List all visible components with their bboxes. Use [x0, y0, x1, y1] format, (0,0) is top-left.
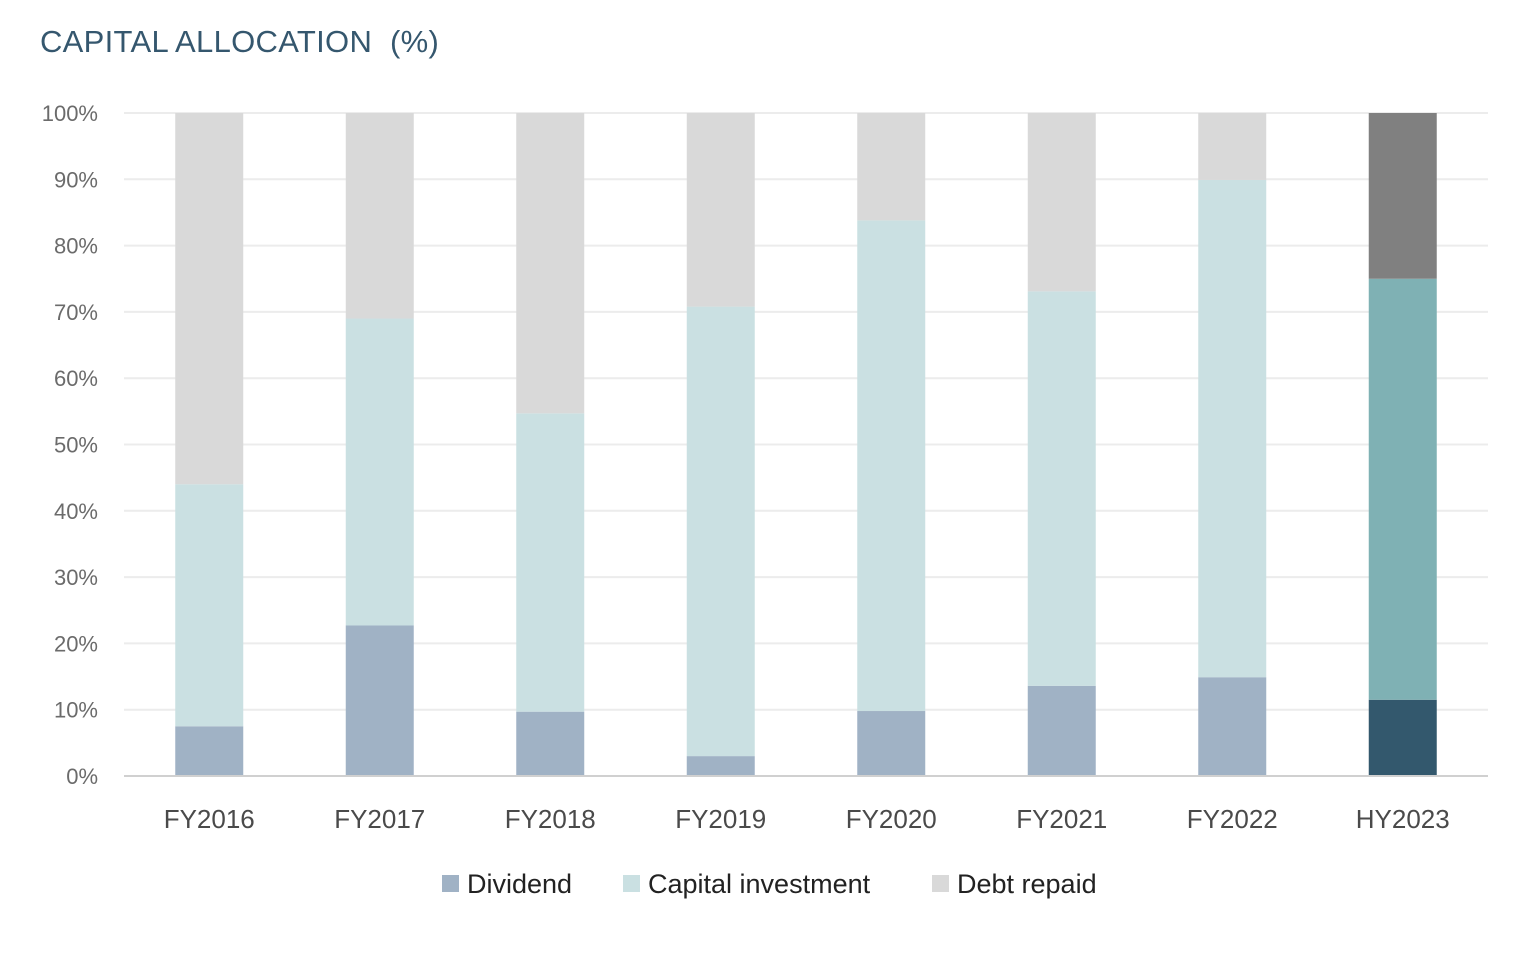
bar-stack-fy2021 — [1027, 113, 1096, 776]
x-tick-label: FY2018 — [505, 804, 596, 834]
x-tick-label: FY2021 — [1016, 804, 1107, 834]
bar-capital-investment-fy2019 — [686, 306, 755, 757]
y-tick-label: 10% — [54, 698, 98, 723]
bar-stack-fy2019 — [686, 113, 755, 776]
x-axis-ticks: FY2016 FY2017 FY2018 FY2019 FY2020 FY2021 FY20… — [164, 804, 1450, 834]
bar-debt-repaid-fy2020 — [857, 113, 926, 221]
legend-label: Capital investment — [648, 869, 871, 899]
bar-stack-fy2017 — [345, 113, 414, 776]
bar-capital-investment-fy2018 — [516, 413, 585, 712]
y-tick-label: 80% — [54, 234, 98, 259]
y-tick-label: 0% — [66, 764, 98, 789]
y-axis-ticks: 0% 10% 20% 30% 40% 50% 60% 70% 80% 90% 100% — [42, 101, 98, 789]
legend: Dividend Capital investment Debt repaid — [442, 869, 1097, 899]
x-tick-label: HY2023 — [1356, 804, 1450, 834]
bar-dividend-fy2019 — [686, 756, 755, 776]
bar-stack-fy2020 — [857, 113, 926, 776]
bar-debt-repaid-fy2016 — [175, 113, 244, 485]
bar-debt-repaid-fy2019 — [686, 113, 755, 307]
legend-swatch — [623, 875, 640, 892]
y-tick-label: 100% — [42, 101, 98, 126]
bar-stack-fy2018 — [516, 113, 585, 776]
bar-dividend-fy2022 — [1198, 677, 1267, 776]
gridlines — [124, 112, 1488, 711]
y-tick-label: 30% — [54, 565, 98, 590]
y-tick-label: 20% — [54, 631, 98, 656]
x-tick-label: FY2019 — [675, 804, 766, 834]
bar-dividend-fy2016 — [175, 726, 244, 776]
bar-stack-fy2016 — [175, 113, 244, 776]
bar-debt-repaid-hy2023 — [1368, 113, 1437, 279]
y-tick-label: 70% — [54, 300, 98, 325]
bar-capital-investment-fy2021 — [1027, 291, 1096, 686]
x-tick-label: FY2020 — [846, 804, 937, 834]
bar-stack-fy2022 — [1198, 113, 1267, 776]
bar-dividend-fy2020 — [857, 711, 926, 776]
legend-label: Dividend — [467, 869, 572, 899]
chart-title: CAPITAL ALLOCATION (%) — [40, 24, 440, 59]
legend-swatch — [442, 875, 459, 892]
bar-capital-investment-fy2017 — [345, 318, 414, 626]
bar-stack-hy2023 — [1368, 113, 1437, 776]
x-tick-label: FY2022 — [1187, 804, 1278, 834]
bar-debt-repaid-fy2021 — [1027, 113, 1096, 292]
bar-capital-investment-fy2020 — [857, 220, 926, 712]
x-tick-label: FY2016 — [164, 804, 255, 834]
bar-capital-investment-fy2016 — [175, 484, 244, 727]
x-tick-label: FY2017 — [334, 804, 425, 834]
legend-swatch — [932, 875, 949, 892]
bar-debt-repaid-fy2022 — [1198, 113, 1267, 180]
legend-label: Debt repaid — [957, 869, 1097, 899]
y-tick-label: 90% — [54, 167, 98, 192]
legend-item-debt-repaid: Debt repaid — [932, 869, 1097, 899]
bar-debt-repaid-fy2018 — [516, 113, 585, 414]
bar-capital-investment-hy2023 — [1368, 278, 1437, 700]
bar-debt-repaid-fy2017 — [345, 113, 414, 319]
bar-capital-investment-fy2022 — [1198, 179, 1267, 678]
y-tick-label: 60% — [54, 366, 98, 391]
y-tick-label: 50% — [54, 433, 98, 458]
bar-stacks — [175, 113, 1437, 776]
bar-dividend-fy2017 — [345, 625, 414, 776]
bar-dividend-fy2021 — [1027, 685, 1096, 776]
legend-item-capital-investment: Capital investment — [623, 869, 871, 899]
y-tick-label: 40% — [54, 499, 98, 524]
legend-item-dividend: Dividend — [442, 869, 572, 899]
bar-dividend-fy2018 — [516, 711, 585, 776]
bar-dividend-hy2023 — [1368, 699, 1437, 776]
